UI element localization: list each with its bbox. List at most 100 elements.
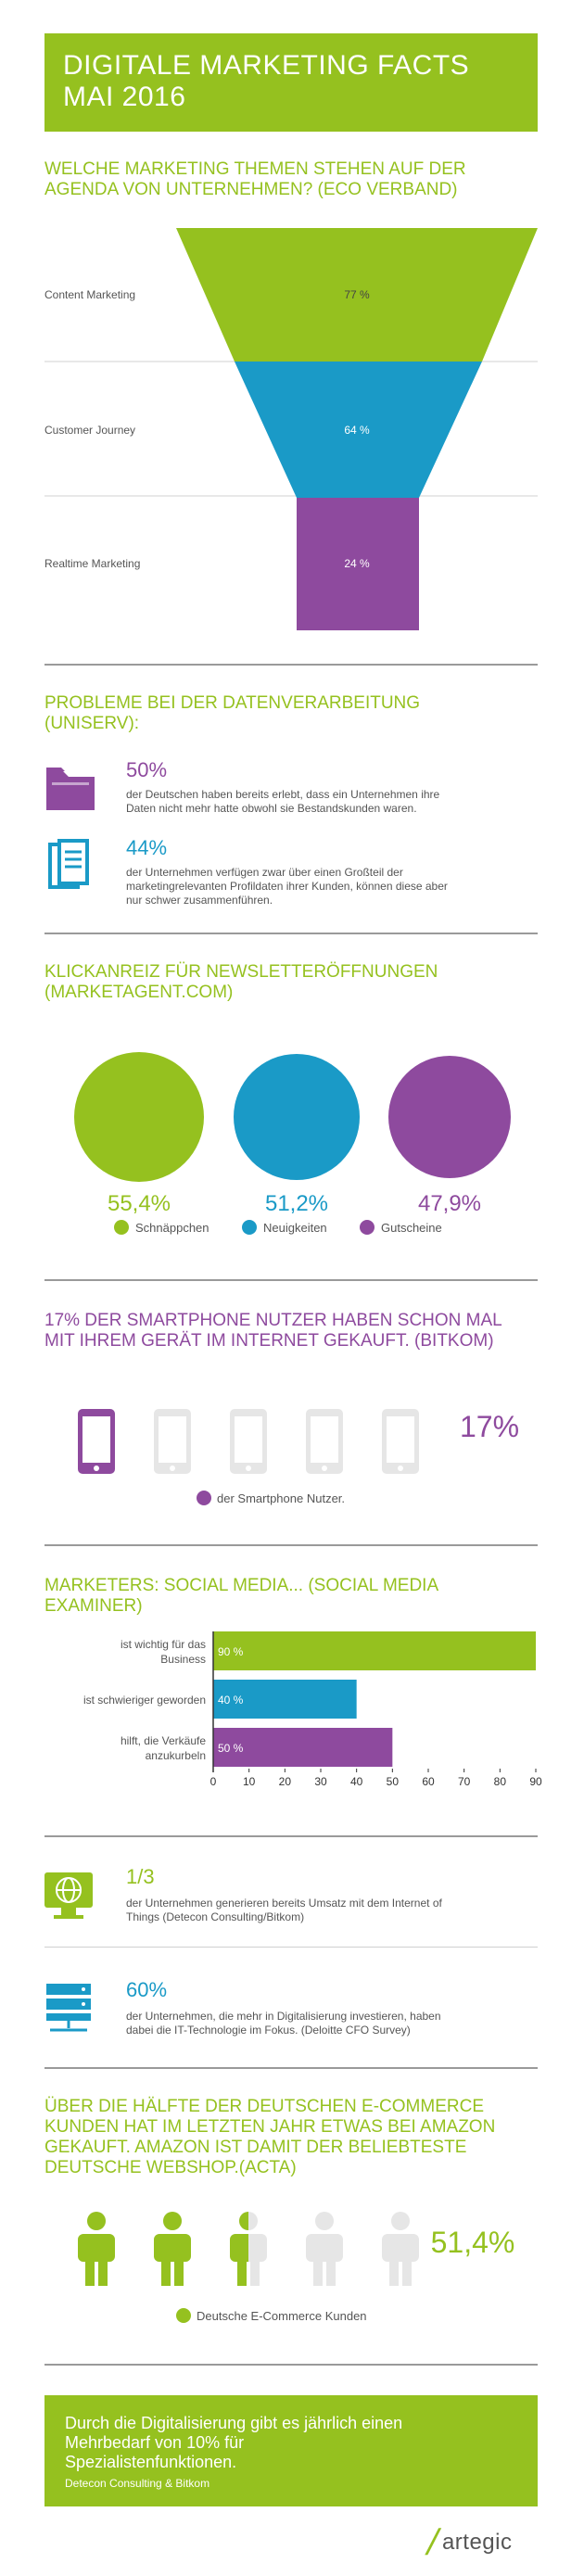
legend-dot — [197, 1491, 211, 1505]
x-tick-label: 30 — [314, 1775, 327, 1788]
logo-mark-icon: ╱ — [426, 2530, 440, 2555]
smartphone-icon — [154, 1409, 191, 1474]
footer-source: Detecon Consulting & Bitkom — [65, 2477, 210, 2490]
x-tick-label: 10 — [243, 1775, 256, 1788]
stat-item-50: 50% der Deutschen haben bereits erlebt, … — [126, 758, 439, 816]
person-icon-filled — [78, 2212, 115, 2286]
divider — [44, 1947, 538, 1948]
smartphone-value: 17% — [460, 1410, 519, 1443]
text-line: Things (Detecon Consulting/Bitkom) — [126, 1910, 305, 1923]
person-icon — [306, 2212, 343, 2286]
bar-value-label: 90 % — [218, 1645, 244, 1658]
title-line: (MARKETAGENT.COM) — [44, 983, 234, 1002]
text-line: dabei die IT-Technologie im Fokus. (Delo… — [126, 2024, 411, 2037]
legend-label: Schnäppchen — [135, 1221, 209, 1235]
x-tick-label: 60 — [422, 1775, 435, 1788]
title-line: ÜBER DIE HÄLFTE DER DEUTSCHEN E-COMMERCE — [44, 2097, 484, 2116]
text-line: Durch die Digitalisierung gibt es jährli… — [65, 2414, 403, 2432]
category-label: Business — [160, 1653, 206, 1666]
title-line: MAI 2016 — [63, 82, 186, 112]
title-line: EXAMINER) — [44, 1596, 143, 1616]
footer-text: Durch die Digitalisierung gibt es jährli… — [65, 2414, 402, 2494]
title-line: GEKAUFT. AMAZON IST DAMIT DER BELIEBTEST… — [44, 2138, 467, 2157]
bar-value-label: 50 % — [218, 1742, 244, 1755]
x-tick-label: 0 — [210, 1775, 217, 1788]
divider — [44, 2067, 538, 2069]
funnel-label: Realtime Marketing — [44, 557, 140, 570]
text-line: der Unternehmen generieren bereits Umsat… — [126, 1897, 442, 1910]
person-icon-half — [230, 2212, 267, 2286]
x-tick-label: 90 — [529, 1775, 542, 1788]
text-line: Spezialistenfunktionen. — [65, 2453, 237, 2471]
stat-item-60: 60% der Unternehmen, die mehr in Digital… — [126, 1978, 441, 2037]
category-label: ist wichtig für das — [121, 1638, 206, 1651]
funnel-value: 64 % — [344, 424, 370, 437]
legend-label: Neuigkeiten — [263, 1221, 327, 1235]
section-title-social-media: MARKETERS: SOCIAL MEDIA... (SOCIAL MEDIA… — [44, 1576, 438, 1617]
section-title-ecommerce: ÜBER DIE HÄLFTE DER DEUTSCHEN E-COMMERCE… — [44, 2097, 495, 2178]
bar-value-label: 40 % — [218, 1694, 244, 1707]
page-title: DIGITALE MARKETING FACTS MAI 2016 — [63, 50, 469, 113]
legend-dot — [360, 1220, 375, 1235]
circle-neuigkeiten — [234, 1054, 360, 1180]
legend-dot — [242, 1220, 257, 1235]
text-line: nur schwer zusammenführen. — [126, 894, 273, 907]
funnel-label: Customer Journey — [44, 424, 135, 437]
title-line: PROBLEME BEI DER DATENVERARBEITUNG — [44, 693, 421, 713]
people-graphic: 51,4% Deutsche E-Commerce Kunden — [78, 2212, 514, 2323]
smartphone-icon-filled — [78, 1409, 115, 1474]
circle-value: 47,9% — [418, 1191, 481, 1216]
legend-dot — [176, 2308, 191, 2323]
funnel-label: Content Marketing — [44, 288, 135, 301]
title-line: MARKETERS: SOCIAL MEDIA... (SOCIAL MEDIA — [44, 1576, 439, 1595]
stat-item-44: 44% der Unternehmen verfügen zwar über e… — [126, 836, 448, 907]
divider — [44, 664, 538, 666]
text-line: marketingrelevanten Profildaten ihrer Ku… — [126, 880, 448, 893]
footer-highlight-box: Durch die Digitalisierung gibt es jährli… — [44, 2395, 538, 2506]
title-line: WELCHE MARKETING THEMEN STEHEN AUF DER — [44, 159, 466, 179]
funnel-segment-customer-journey — [235, 362, 482, 498]
funnel-value: 24 % — [344, 557, 370, 570]
stat-value: 1/3 — [126, 1865, 155, 1888]
server-icon — [46, 1984, 91, 2032]
title-line: DEUTSCHE WEBSHOP.(ACTA) — [44, 2158, 297, 2177]
stat-text: der Unternehmen generieren bereits Umsat… — [126, 1897, 442, 1924]
stat-item-one-third: 1/3 der Unternehmen generieren bereits U… — [126, 1865, 442, 1924]
title-line: DIGITALE MARKETING FACTS — [63, 50, 470, 81]
divider — [44, 1279, 538, 1281]
divider — [44, 1835, 538, 1837]
category-label: anzukurbeln — [146, 1749, 206, 1762]
category-label: hilft, die Verkäufe — [121, 1734, 206, 1747]
legend-label: Gutscheine — [381, 1221, 442, 1235]
stat-value: 44% — [126, 836, 168, 859]
x-tick-label: 80 — [494, 1775, 507, 1788]
x-tick-label: 50 — [387, 1775, 400, 1788]
artegic-logo: ╱artegic — [426, 2529, 513, 2556]
title-line: (UNISERV): — [44, 714, 140, 733]
circle-value: 51,2% — [265, 1191, 328, 1216]
section-title-klickanreiz: KLICKANREIZ FÜR NEWSLETTERÖFFNUNGEN (MAR… — [44, 962, 438, 1003]
smartphone-icon — [306, 1409, 343, 1474]
title-line: 17% DER SMARTPHONE NUTZER HABEN SCHON MA… — [44, 1311, 502, 1330]
legend-label: Deutsche E-Commerce Kunden — [197, 2309, 367, 2323]
legend-label: der Smartphone Nutzer. — [217, 1491, 345, 1505]
title-line: KUNDEN HAT IM LETZTEN JAHR ETWAS BEI AMA… — [44, 2117, 496, 2137]
newsletter-circles: 55,4% 51,2% 47,9% Schnäppchen Neuigkeite… — [74, 1052, 511, 1235]
bar — [213, 1631, 536, 1670]
smartphone-icon — [230, 1409, 267, 1474]
legend-dot — [114, 1220, 129, 1235]
globe-icon — [44, 1872, 93, 1919]
title-line: KLICKANREIZ FÜR NEWSLETTERÖFFNUNGEN — [44, 962, 438, 982]
section-title-smartphone: 17% DER SMARTPHONE NUTZER HABEN SCHON MA… — [44, 1311, 502, 1351]
files-icon — [48, 839, 89, 889]
divider — [44, 2364, 538, 2366]
section-title-datenverarbeitung: PROBLEME BEI DER DATENVERARBEITUNG (UNIS… — [44, 693, 420, 734]
stat-value: 50% — [126, 758, 168, 781]
funnel-segment-realtime-marketing — [297, 498, 419, 630]
circle-schnaeppchen — [74, 1052, 204, 1182]
circle-value: 55,4% — [108, 1191, 171, 1216]
smartphone-icon — [382, 1409, 419, 1474]
bar — [213, 1728, 393, 1767]
folder-icon — [46, 768, 95, 810]
stat-text: der Deutschen haben bereits erlebt, dass… — [126, 788, 439, 816]
